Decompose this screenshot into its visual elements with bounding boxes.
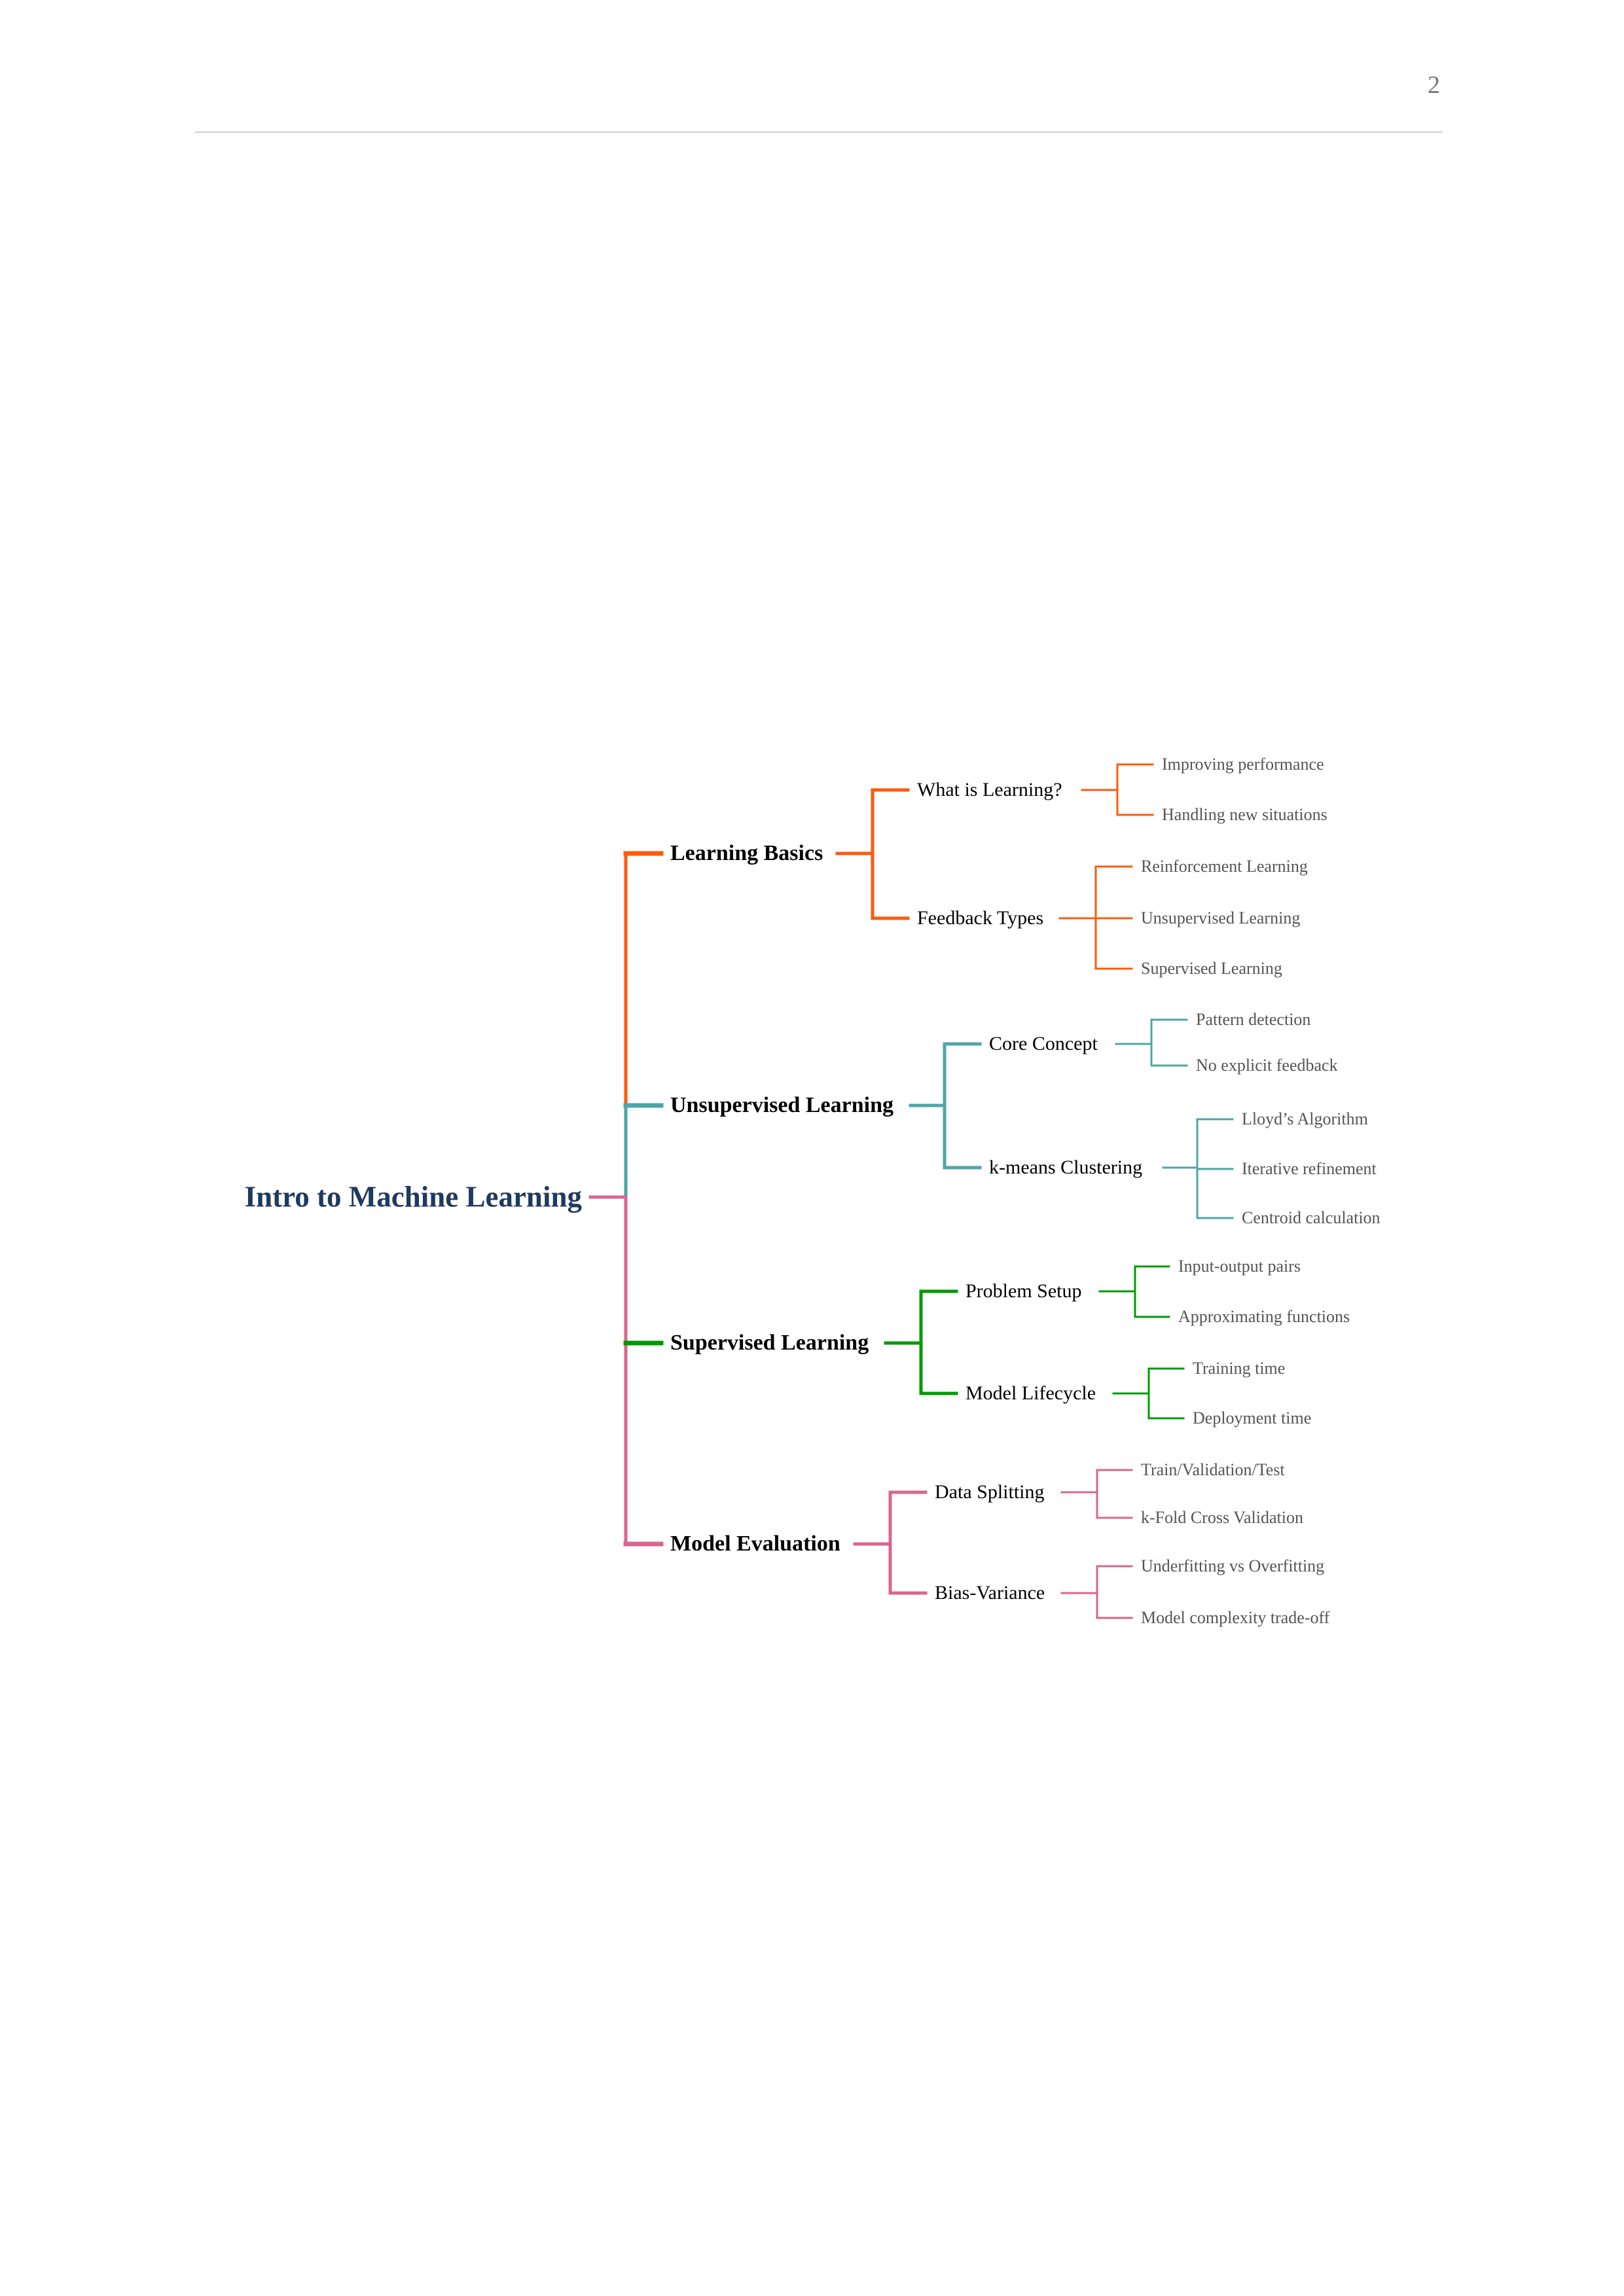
header-rule [195, 132, 1443, 133]
leaf-node: Lloyd’s Algorithm [1242, 1109, 1368, 1128]
page-number: 2 [1428, 71, 1440, 99]
leaf-node: Handling new situations [1162, 805, 1327, 824]
branch-node: Learning Basics [670, 841, 823, 865]
leaf-node: Model complexity trade-off [1141, 1608, 1330, 1627]
leaf-node: Approximating functions [1178, 1307, 1350, 1326]
subtopic-node: Problem Setup [965, 1280, 1082, 1302]
leaf-node: No explicit feedback [1196, 1056, 1338, 1075]
leaf-node: Pattern detection [1196, 1010, 1311, 1029]
leaf-node: Supervised Learning [1141, 959, 1282, 978]
branch-node: Unsupervised Learning [670, 1093, 893, 1117]
leaf-node: Underfitting vs Overfitting [1141, 1556, 1325, 1575]
branch-node: Model Evaluation [670, 1532, 840, 1556]
branch-node: Supervised Learning [670, 1331, 869, 1355]
subtopic-node: Model Lifecycle [965, 1382, 1096, 1404]
subtopic-node: Core Concept [989, 1033, 1098, 1054]
leaf-node: k-Fold Cross Validation [1141, 1508, 1303, 1527]
leaf-node: Training time [1193, 1359, 1286, 1378]
leaf-node: Reinforcement Learning [1141, 857, 1308, 876]
leaf-node: Iterative refinement [1242, 1159, 1377, 1178]
leaf-node: Unsupervised Learning [1141, 908, 1301, 927]
leaf-node: Deployment time [1193, 1408, 1312, 1427]
leaf-node: Centroid calculation [1242, 1208, 1380, 1227]
leaf-node: Improving performance [1162, 755, 1324, 774]
subtopic-node: Feedback Types [917, 907, 1044, 929]
subtopic-node: k-means Clustering [989, 1157, 1143, 1178]
subtopic-node: What is Learning? [917, 779, 1062, 800]
subtopic-node: Bias-Variance [935, 1582, 1045, 1604]
leaf-node: Train/Validation/Test [1141, 1460, 1285, 1479]
root-node: Intro to Machine Learning [244, 1180, 582, 1213]
subtopic-node: Data Splitting [935, 1481, 1045, 1503]
leaf-node: Input-output pairs [1178, 1257, 1301, 1276]
